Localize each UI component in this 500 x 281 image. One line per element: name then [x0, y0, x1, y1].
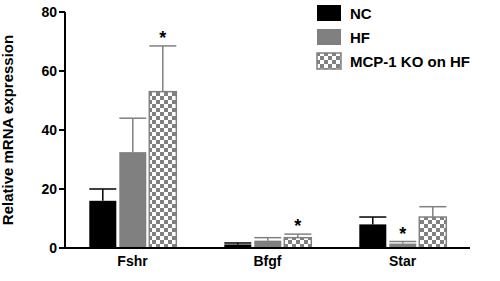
html-text:MCP-1 KO on HF: MCP-1 KO on HF — [350, 52, 470, 70]
svg-text:0: 0 — [49, 240, 57, 256]
svg-text:20: 20 — [41, 181, 57, 197]
html-text:NC: NC — [350, 4, 372, 22]
html-text:HF: HF — [350, 28, 370, 46]
svg-text:40: 40 — [41, 122, 57, 138]
svg-text:60: 60 — [41, 63, 57, 79]
svg-text:Relative mRNA expression: Relative mRNA expression — [8, 35, 16, 225]
svg-text:Star: Star — [389, 253, 417, 269]
svg-text:Bfgf: Bfgf — [254, 253, 282, 269]
svg-text:*: * — [399, 224, 406, 244]
svg-text:80: 80 — [41, 4, 57, 20]
svg-text:Fshr: Fshr — [117, 253, 148, 269]
svg-text:*: * — [159, 28, 166, 48]
svg-text:*: * — [294, 216, 301, 236]
